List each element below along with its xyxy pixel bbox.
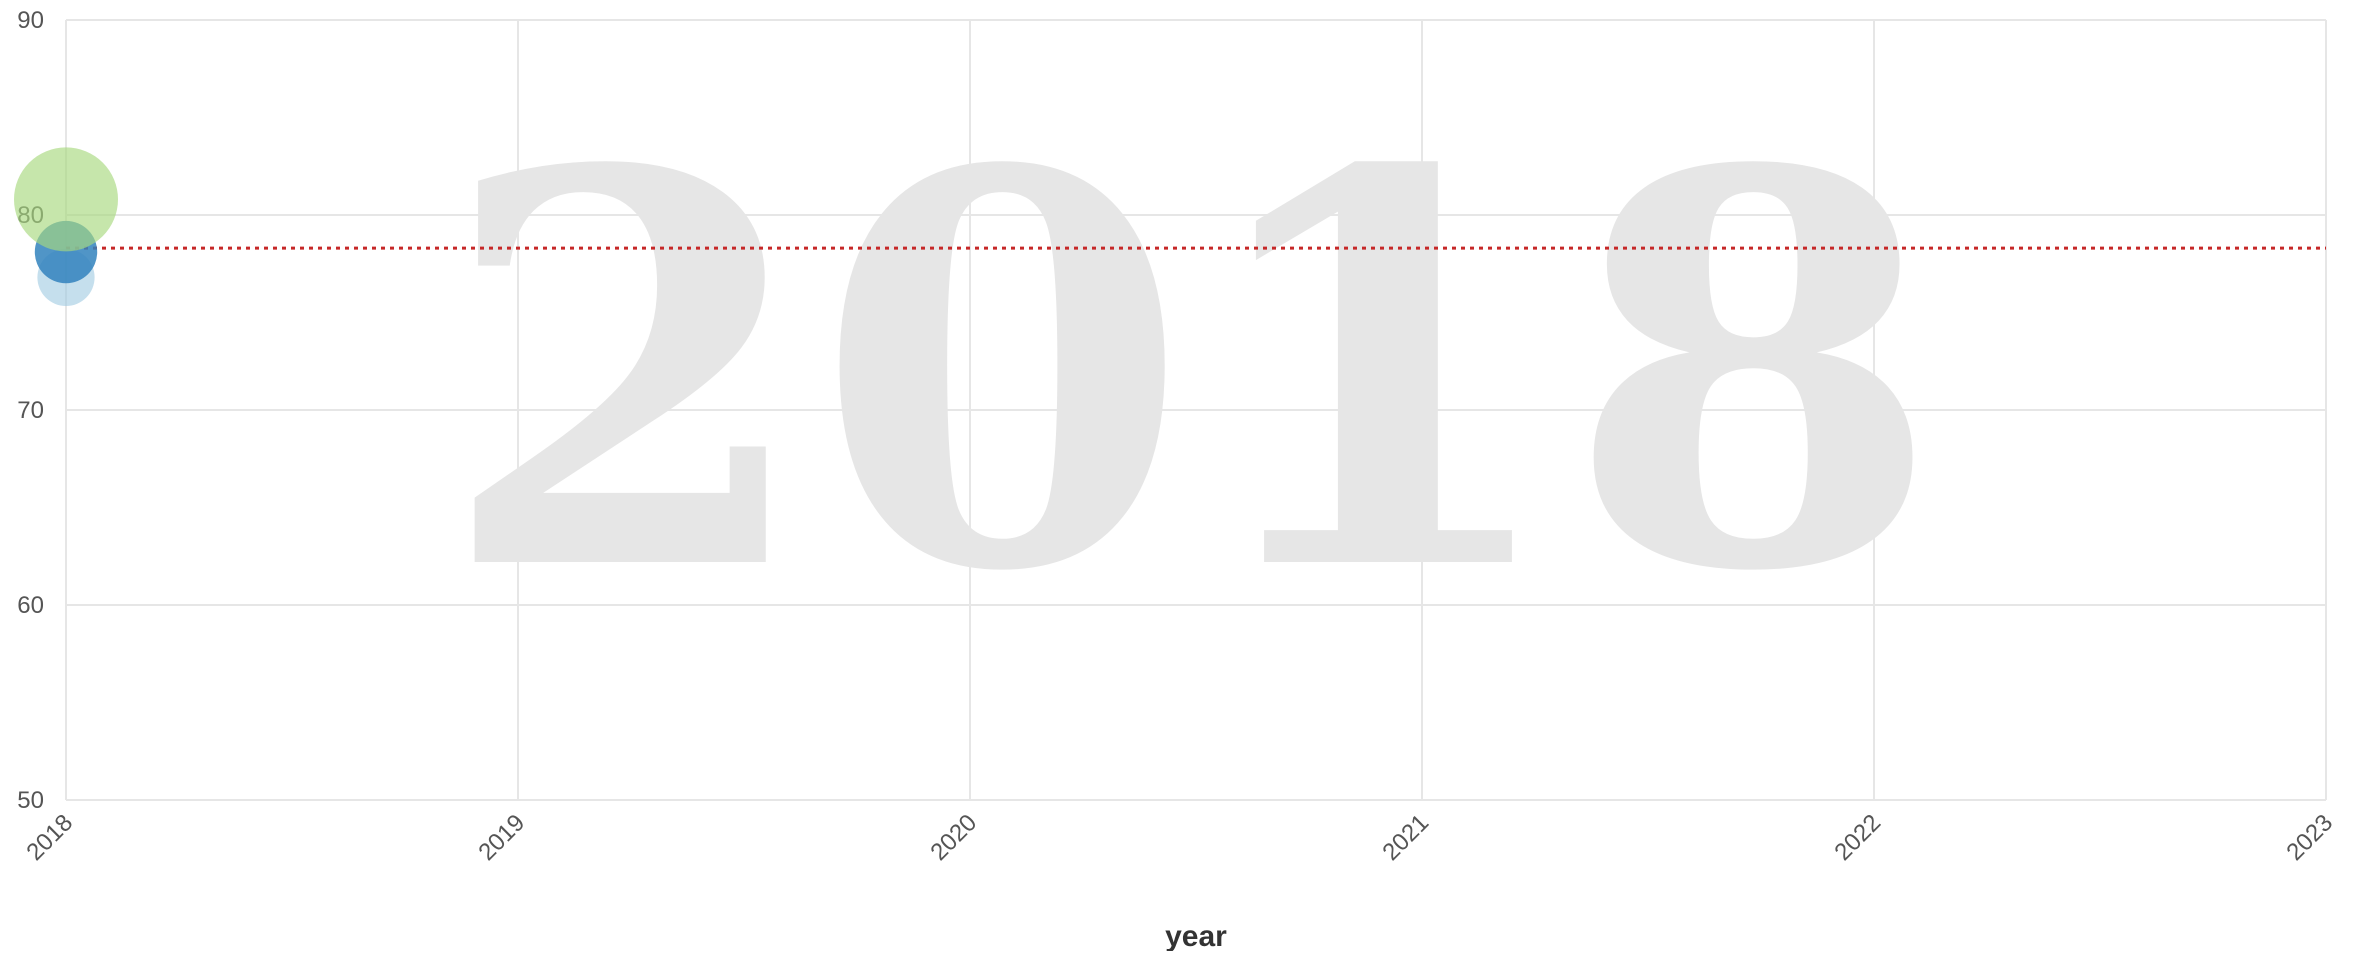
y-tick-label: 50: [17, 787, 44, 814]
x-tick-label: 2023: [2281, 809, 2338, 866]
x-axis-ticks: 2018 2019 2020 2021 2022 2023: [21, 809, 2338, 866]
x-tick-label: 2022: [1829, 809, 1886, 866]
x-tick-label: 2020: [925, 809, 982, 866]
y-tick-label: 70: [17, 397, 44, 424]
y-tick-label: 60: [17, 592, 44, 619]
x-tick-label: 2019: [473, 809, 530, 866]
y-axis-ticks: 5060708090: [17, 7, 44, 814]
x-axis-title: year: [1165, 920, 1227, 951]
year-watermark: 2018: [439, 56, 1942, 690]
y-tick-label: 90: [17, 7, 44, 34]
bubble-layer: [14, 147, 118, 306]
bubble-point[interactable]: [14, 147, 118, 252]
x-tick-label: 2021: [1377, 809, 1434, 866]
x-tick-label: 2018: [21, 809, 78, 866]
